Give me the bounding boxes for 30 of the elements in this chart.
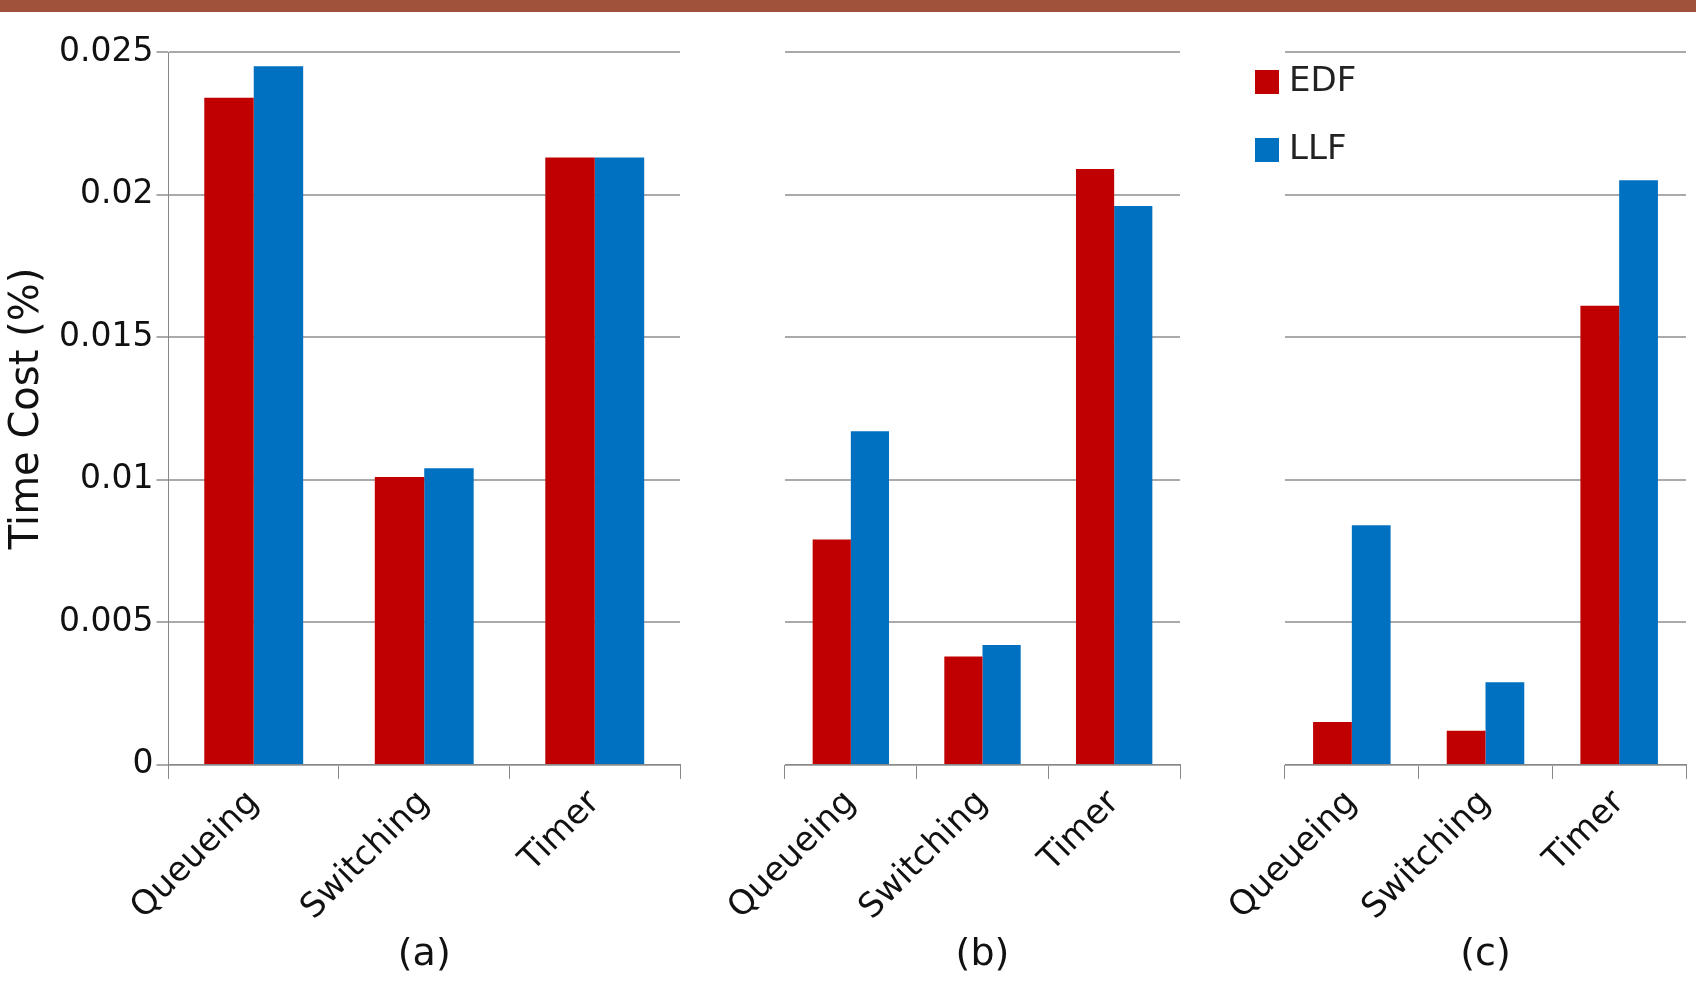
bar	[1485, 682, 1525, 764]
bar	[594, 157, 645, 764]
bar	[424, 468, 474, 764]
x-axis-title: (c)	[1460, 930, 1511, 975]
bar	[1580, 305, 1620, 764]
bar	[812, 539, 851, 764]
bar	[1313, 722, 1352, 764]
y-tick-label: 0.005	[58, 599, 154, 639]
bar	[850, 431, 890, 764]
legend-label: LLF	[1289, 126, 1347, 167]
legend-label: EDF	[1289, 58, 1357, 99]
y-tick-label: 0.02	[79, 172, 154, 212]
bar	[253, 66, 304, 764]
bar	[374, 476, 425, 764]
bar	[1075, 168, 1115, 764]
bar	[1619, 180, 1658, 764]
y-tick-label: 0.025	[58, 29, 154, 69]
bar	[1114, 205, 1153, 764]
bar	[1446, 730, 1486, 764]
y-tick-label: 0	[132, 742, 154, 782]
x-axis-title: (b)	[955, 930, 1010, 975]
bar	[204, 97, 254, 764]
bar	[944, 656, 983, 764]
bar	[545, 157, 595, 764]
bar	[1351, 525, 1391, 764]
y-tick-label: 0.01	[79, 457, 154, 497]
y-axis-title: Time Cost (%)	[1, 267, 48, 551]
x-axis-title: (a)	[397, 930, 451, 975]
bar	[982, 645, 1021, 764]
y-tick-label: 0.015	[58, 314, 154, 354]
